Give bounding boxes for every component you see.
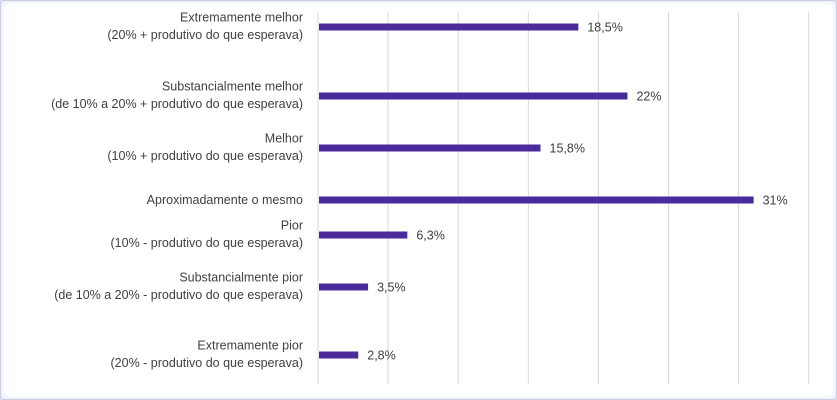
bar xyxy=(319,351,359,359)
bar xyxy=(319,23,579,31)
data-label: 22% xyxy=(636,90,661,104)
category-label: Substancialmente pior (de 10% a 20% - pro… xyxy=(54,270,303,302)
category-label: Pior (10% - produtivo do que esperava) xyxy=(111,218,303,250)
bar xyxy=(319,144,541,152)
data-label: 6,3% xyxy=(416,229,445,243)
bar xyxy=(319,231,408,239)
bar xyxy=(319,196,754,204)
category-label: Melhor (10% + produtivo do que esperava) xyxy=(107,131,303,163)
data-label: 3,5% xyxy=(377,281,406,295)
data-label: 31% xyxy=(763,194,788,208)
category-label: Extremamente pior (20% - produtivo do que… xyxy=(111,338,303,370)
category-label: Aproximadamente o mesmo xyxy=(147,193,303,207)
bar xyxy=(319,283,369,291)
data-label: 18,5% xyxy=(587,21,622,35)
category-label: Extremamente melhor (20% + produtivo do q… xyxy=(107,10,303,42)
data-label: 2,8% xyxy=(367,349,396,363)
data-label: 15,8% xyxy=(550,142,585,156)
bar xyxy=(319,92,628,100)
category-label: Substancialmente melhor (de 10% a 20% + p… xyxy=(51,79,303,111)
